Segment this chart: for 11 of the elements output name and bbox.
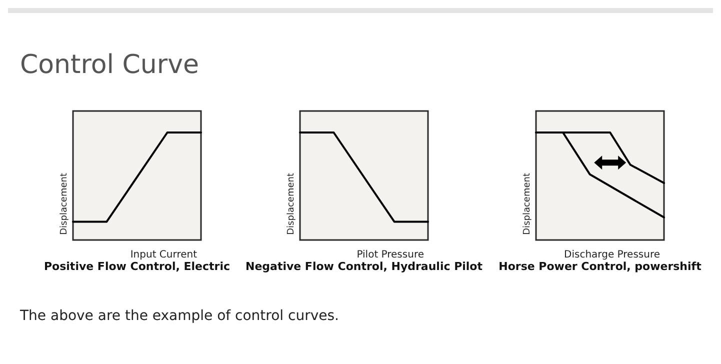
x-axis-title: Input Current: [130, 250, 198, 260]
y-axis-title: Displacement: [60, 172, 70, 235]
y-axis-title: Displacement: [522, 172, 532, 235]
y-axis-title: Displacement: [286, 172, 296, 235]
text: Negative Flow Control, Hydraulic Pilot: [244, 260, 484, 273]
x-axis-title: Discharge Pressure: [564, 250, 660, 260]
text: The above are the example of control curves.: [20, 308, 339, 324]
x-axis-title: Pilot Pressure: [356, 250, 424, 260]
text: Horse Power Control, powershift: [498, 260, 702, 273]
chart-title: Control Curve: [20, 50, 199, 80]
text: Positive Flow Control, Electric: [44, 260, 230, 273]
